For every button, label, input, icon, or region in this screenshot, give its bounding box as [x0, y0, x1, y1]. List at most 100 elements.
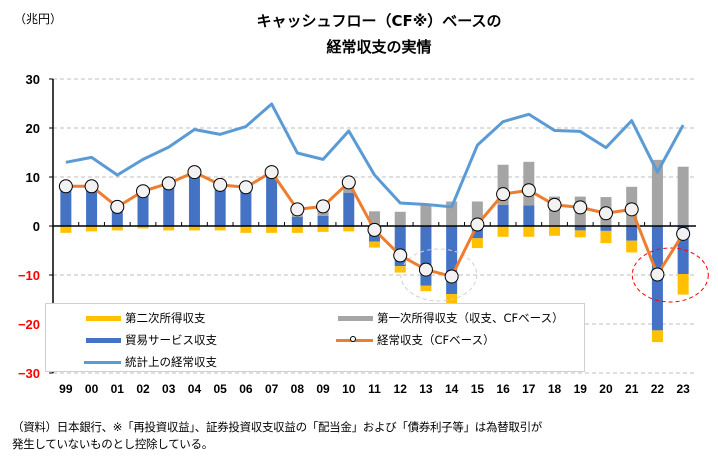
- x-tick-label: 99: [59, 382, 73, 396]
- legend-item-secondary-income: 第二次所得収支: [86, 310, 206, 326]
- footnote-line2: 発生していないものとし控除している。: [12, 437, 213, 451]
- marker-current-account-cf: [187, 165, 202, 180]
- bar-secondary-income: [497, 226, 509, 237]
- bar-secondary-income: [240, 226, 252, 233]
- bar-primary-income-cf: [343, 186, 355, 193]
- marker-current-account-cf: [393, 248, 408, 263]
- x-tick-label: 20: [599, 382, 613, 396]
- x-tick-label: 10: [342, 382, 356, 396]
- bar-secondary-income: [188, 226, 200, 231]
- legend-label-current-account-stat: 統計上の経常収支: [125, 355, 217, 369]
- marker-current-account-cf: [521, 183, 536, 198]
- annotation-ellipse: [631, 247, 709, 303]
- bar-trade-services: [497, 204, 509, 226]
- bar-secondary-income: [394, 266, 406, 273]
- x-tick-label: 16: [496, 382, 510, 396]
- bar-secondary-income: [651, 330, 663, 343]
- bar-secondary-income: [677, 274, 689, 295]
- marker-current-account-cf: [341, 175, 356, 190]
- bar-trade-services: [240, 189, 252, 226]
- bar-trade-services: [626, 226, 638, 241]
- marker-current-account-cf: [264, 165, 279, 180]
- bar-secondary-income: [111, 226, 123, 231]
- marker-current-account-cf: [84, 179, 99, 194]
- bar-secondary-income: [60, 226, 72, 233]
- legend-line-current-account-cf: [336, 335, 373, 342]
- x-tick-label: 23: [676, 382, 690, 396]
- legend-swatch-trade-services: [86, 337, 121, 343]
- bar-trade-services: [471, 226, 483, 239]
- bar-primary-income-cf: [446, 201, 458, 226]
- x-tick-label: 09: [316, 382, 330, 396]
- legend-swatch-secondary-income: [86, 315, 121, 321]
- marker-current-account-cf: [238, 180, 253, 195]
- bar-trade-services: [111, 211, 123, 226]
- y-tick-label: 30: [26, 72, 40, 87]
- bar-primary-income-cf: [394, 211, 406, 226]
- legend-item-current-account-cf: 経常収支（CFベース）: [336, 332, 495, 348]
- chart-title-line2: 経常収支の実情: [326, 38, 432, 56]
- bar-trade-services: [600, 226, 612, 231]
- y-tick-label: −10: [18, 268, 40, 283]
- legend-swatch-primary-income: [338, 315, 373, 321]
- bar-primary-income-cf: [497, 164, 509, 205]
- legend-line-current-account-stat: [84, 360, 121, 364]
- bar-trade-services: [343, 192, 355, 226]
- marker-current-account-cf: [290, 202, 305, 217]
- bar-trade-services: [446, 226, 458, 295]
- chart-plot: 30 20 10 0 −10 −20 −30 99 00 01 02 03 04 05 06 07 08 09 10…: [18, 72, 709, 396]
- y-tick-label: 0: [33, 219, 40, 234]
- legend: 第二次所得収支 第一次所得収支（収支、CFベース） 貿易サービス収支 経常収支（…: [45, 303, 585, 372]
- bar-secondary-income: [137, 226, 149, 229]
- x-tick-label: 15: [471, 382, 485, 396]
- bar-trade-services: [317, 215, 329, 226]
- bar-primary-income-cf: [677, 166, 689, 226]
- bar-secondary-income: [420, 285, 432, 292]
- bar-trade-services: [677, 226, 689, 275]
- legend-item-trade-services: 貿易サービス収支: [86, 332, 217, 348]
- y-tick-label: 20: [26, 121, 40, 136]
- marker-current-account-cf: [676, 226, 691, 241]
- legend-label-current-account-cf: 経常収支（CFベース）: [377, 333, 495, 347]
- legend-item-current-account-stat: 統計上の経常収支: [84, 354, 217, 370]
- x-tick-label: 00: [85, 382, 99, 396]
- bar-secondary-income: [317, 226, 329, 232]
- line-current-account-stat: [65, 102, 685, 209]
- x-tick-label: 11: [368, 382, 381, 396]
- x-tick-label: 04: [188, 382, 202, 396]
- marker-current-account-cf: [470, 217, 485, 232]
- x-tick-label: 19: [574, 382, 588, 396]
- marker-current-account-cf: [367, 222, 382, 237]
- bar-secondary-income: [600, 230, 612, 244]
- bar-trade-services: [266, 177, 278, 226]
- bar-trade-services: [574, 226, 586, 231]
- bar-secondary-income: [369, 241, 380, 248]
- bar-trade-services: [420, 226, 432, 286]
- x-tick-label: 07: [265, 382, 279, 396]
- bar-secondary-income: [266, 226, 278, 233]
- marker-current-account-cf: [316, 199, 331, 214]
- bar-secondary-income: [163, 226, 175, 231]
- legend-label-secondary-income: 第二次所得収支: [125, 311, 206, 325]
- marker-current-account-cf: [444, 269, 459, 284]
- bar-trade-services: [137, 194, 149, 226]
- y-tick-label: −30: [18, 366, 40, 381]
- x-tick-label: 06: [239, 382, 253, 396]
- x-tick-label: 01: [111, 382, 125, 396]
- y-tick-label: 10: [26, 170, 40, 185]
- legend-marker-icon: [350, 335, 356, 342]
- marker-current-account-cf: [573, 200, 588, 215]
- x-tick-label: 08: [291, 382, 305, 396]
- x-tick-label: 18: [548, 382, 562, 396]
- x-tick-label: 12: [394, 382, 408, 396]
- bar-trade-services: [523, 205, 535, 226]
- bar-secondary-income: [549, 226, 561, 236]
- footnote-line1: （資料）日本銀行、※「再投資収益」、証券投資収支収益の「配当金」および「債券利子…: [12, 420, 542, 434]
- marker-current-account-cf: [58, 179, 73, 194]
- legend-label-trade-services: 貿易サービス収支: [125, 333, 217, 347]
- bar-primary-income-cf: [651, 159, 663, 226]
- bar-secondary-income: [471, 238, 483, 249]
- annotation-ellipse: [400, 248, 478, 302]
- bar-trade-services: [394, 226, 406, 267]
- x-tick-label: 03: [162, 382, 176, 396]
